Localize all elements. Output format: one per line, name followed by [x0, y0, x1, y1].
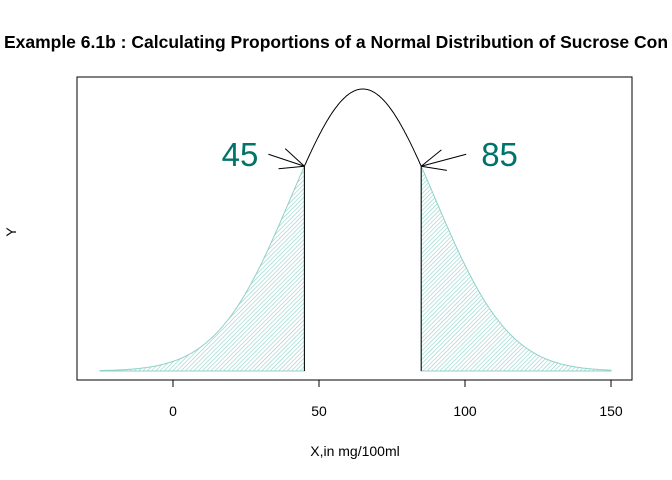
density-curve: [303, 88, 422, 167]
annotation-arrow-2: [421, 153, 467, 167]
chart-title: Example 6.1b : Calculating Proportions o…: [4, 32, 668, 52]
y-axis-label: Y: [3, 227, 19, 237]
shaded-region-1: [99, 166, 305, 372]
x-axis-label: X,in mg/100ml: [310, 443, 399, 459]
annotation-arrowhead-2-2: [420, 149, 442, 167]
density-curve-layer: [303, 88, 422, 167]
annotation-arrowhead-1-2: [278, 165, 305, 170]
annotation-arrowhead-2-1: [421, 165, 447, 171]
annotations: 45 85: [222, 136, 518, 173]
annotation-label-1: 45: [222, 136, 259, 173]
annotation-label-2: 85: [481, 136, 518, 173]
x-axis: 0 50 100 150: [169, 379, 623, 419]
annotation-arrow-1: [268, 153, 305, 167]
x-tick-label-100: 100: [453, 403, 477, 419]
shaded-regions: [99, 165, 612, 372]
x-tick-label-50: 50: [311, 403, 327, 419]
shaded-region-2: [420, 165, 612, 372]
plot-frame: [76, 76, 633, 381]
annotation-arrowhead-1-1: [284, 148, 305, 167]
cutoff-lines: [303, 166, 422, 371]
x-tick-label-0: 0: [169, 403, 177, 419]
x-tick-label-150: 150: [599, 403, 623, 419]
